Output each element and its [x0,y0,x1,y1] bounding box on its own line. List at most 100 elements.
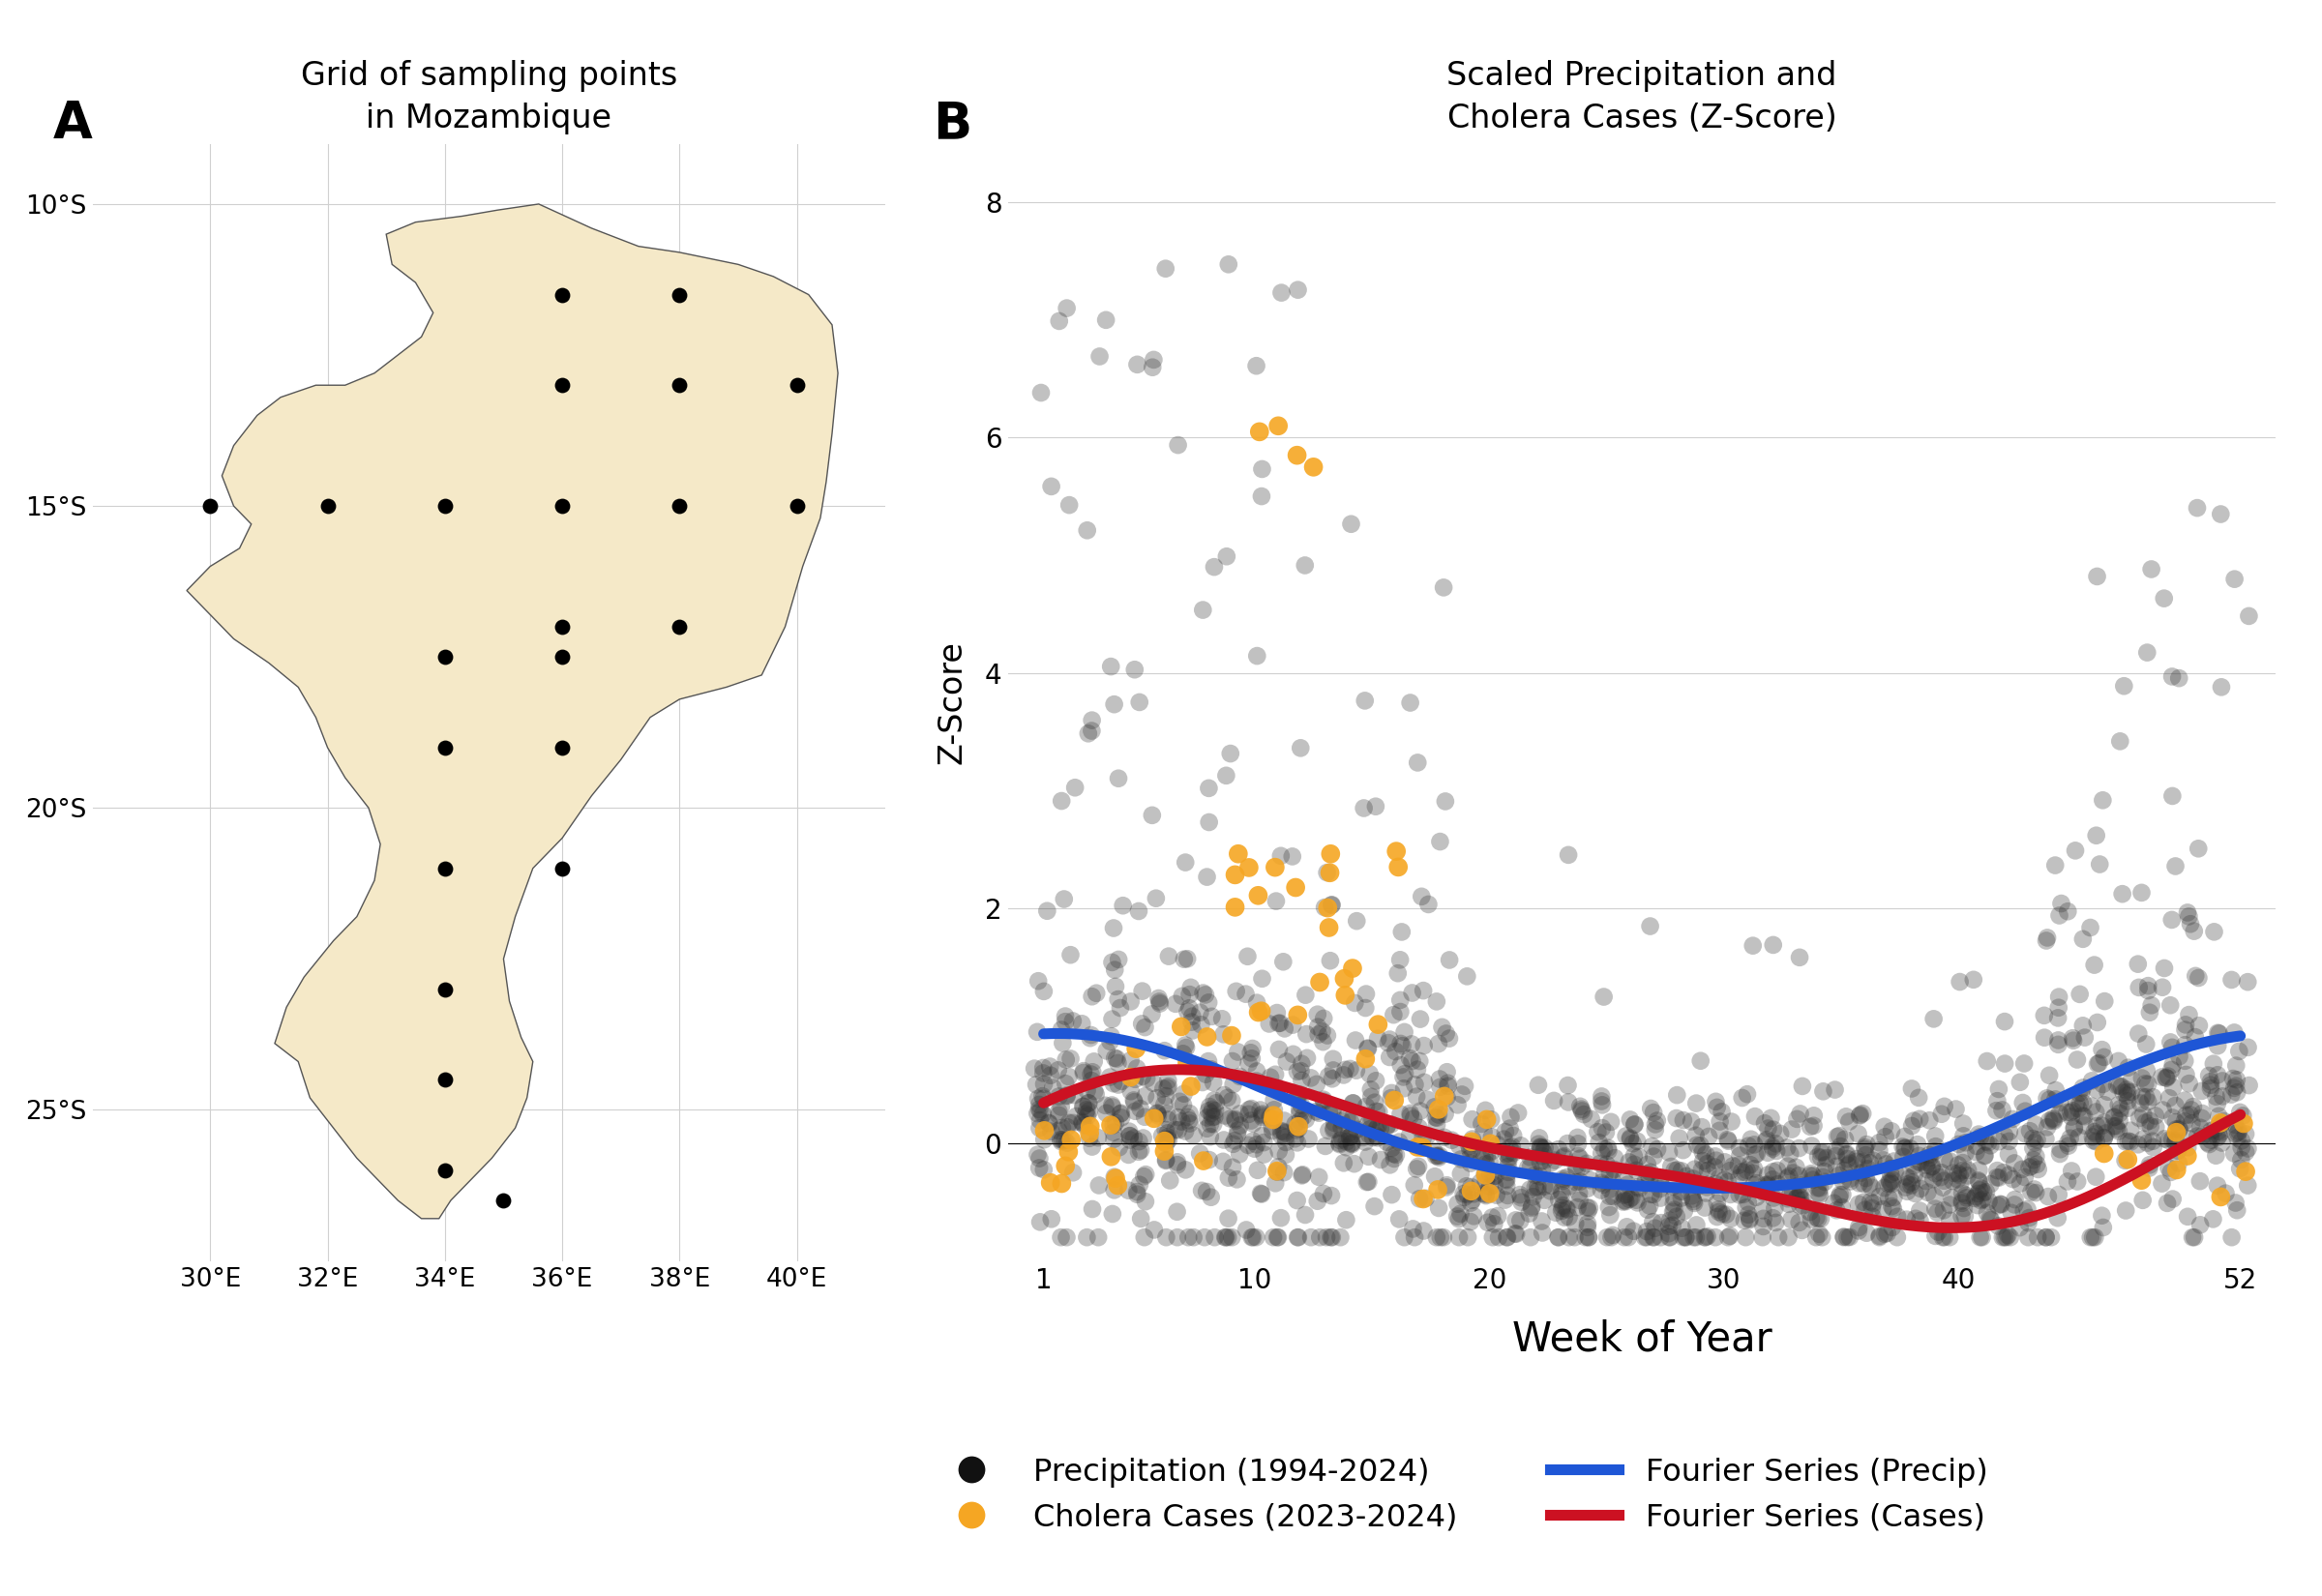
Point [1832,1167,1869,1192]
Point [2013,1179,2050,1205]
Point [1781,1184,1818,1210]
Point [1080,1125,1117,1151]
Point [2120,951,2157,977]
Point [1168,1157,1205,1183]
Point [2150,1156,2187,1181]
Point [1142,1124,1180,1149]
Point [1384,919,1421,945]
Point [1839,1146,1876,1171]
Point [2013,1154,2050,1179]
Point [1277,1117,1314,1143]
Point [1642,1186,1679,1211]
Point [1238,353,1275,378]
Point [2078,822,2115,847]
Point [1063,1093,1101,1119]
Point [1521,1135,1558,1160]
Point [2227,1122,2264,1148]
Point [1349,1170,1386,1195]
Point [1591,1184,1628,1210]
Point [1263,1119,1300,1144]
Point [1709,1170,1746,1195]
Point [1491,1148,1528,1173]
Point [1112,1079,1149,1104]
Point [2127,1084,2164,1109]
Point [2002,1069,2039,1095]
Point [1902,1208,1939,1234]
Point [2192,1127,2229,1152]
Point [1361,1116,1398,1141]
Point [1382,999,1419,1025]
Point [1279,1224,1317,1250]
Point [1101,946,1138,972]
Point [1024,1060,1061,1085]
Point [2152,993,2190,1018]
Point [1442,1200,1479,1226]
Point [1382,946,1419,972]
Point [1846,1189,1883,1215]
Point [1149,1074,1187,1100]
Point [1549,843,1586,868]
Point [1981,1213,2018,1238]
Point [1138,1101,1175,1127]
Point [2171,1125,2208,1151]
Point [1031,1170,1068,1195]
Point [1119,1055,1156,1080]
Point [1516,1162,1553,1187]
Point [2148,1065,2185,1090]
Point [1676,1122,1714,1148]
Point [1679,1213,1716,1238]
Point [2194,1207,2231,1232]
Point [1609,1215,1646,1240]
Point [2127,1109,2164,1135]
Point [1533,1138,1570,1163]
Point [1688,1141,1725,1167]
Point [1196,554,1233,579]
Point [2215,1141,2252,1167]
Point [1070,1125,1108,1151]
Point [1985,1124,2022,1149]
Point [2155,784,2192,809]
Point [1744,1197,1781,1223]
Point [1544,1144,1581,1170]
Point [1194,1101,1231,1127]
Point [2171,911,2208,937]
Point [1300,1021,1337,1047]
Point [1184,1069,1221,1095]
Point [2152,664,2190,689]
Point [1419,1112,1456,1138]
Point [1827,1104,1865,1130]
Point [2199,1020,2236,1045]
Point [1194,1096,1231,1122]
Point [1916,1138,1953,1163]
Point [1245,1104,1282,1130]
Point [1372,1111,1409,1136]
Point [1238,643,1275,669]
Point [1235,1111,1272,1136]
Point [1735,1132,1772,1157]
Point [1804,1165,1841,1191]
Point [1328,1135,1365,1160]
Point [2108,1095,2146,1120]
Point [2043,891,2081,916]
Point [1572,1168,1609,1194]
Point [2132,1114,2169,1140]
Point [1895,1108,1932,1133]
Point [1138,1100,1175,1125]
Point [1091,1112,1128,1138]
Point [1658,1106,1695,1132]
Point [1872,1168,1909,1194]
Point [1683,1140,1721,1165]
Point [1781,1135,1818,1160]
Point [1676,1157,1714,1183]
Point [1990,1162,2027,1187]
Point [1867,1221,1904,1246]
Point [2078,1112,2115,1138]
Point [1314,1224,1351,1250]
Point [1110,1119,1147,1144]
Point [1026,1117,1063,1143]
Point [1488,1141,1526,1167]
Point [1070,1120,1108,1146]
Point [1472,1138,1509,1163]
Point [1892,1170,1930,1195]
Point [1704,1202,1742,1227]
